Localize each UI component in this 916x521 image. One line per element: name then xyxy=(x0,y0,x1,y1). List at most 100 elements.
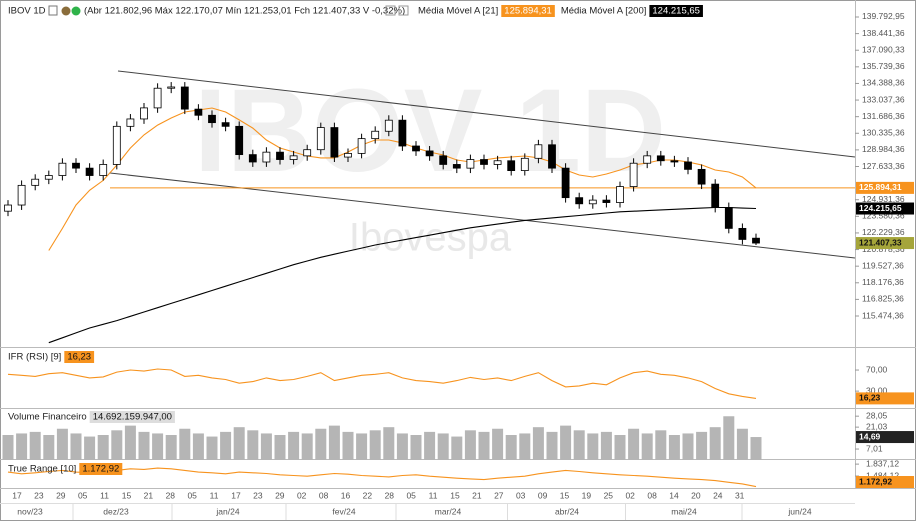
watermark: IBOV 1D xyxy=(194,65,666,197)
panel-title: Volume Financeiro xyxy=(8,412,87,423)
x-tick-label: 05 xyxy=(78,490,88,500)
volume-bar xyxy=(519,433,531,460)
volume-bar xyxy=(165,435,177,460)
volume-bar xyxy=(84,436,96,460)
volume-bar xyxy=(43,435,55,460)
candle-body xyxy=(58,162,67,176)
x-tick-label: 08 xyxy=(319,490,329,500)
candle-body xyxy=(616,186,624,203)
icon[interactable] xyxy=(385,5,396,16)
volume-bar xyxy=(396,433,408,460)
volume-bar xyxy=(288,431,300,460)
y-tick-label: 7,01 xyxy=(866,443,883,453)
candle-body xyxy=(4,204,12,212)
volume-bar xyxy=(464,430,476,460)
legend-label: Média Móvel A [200] xyxy=(561,6,647,17)
value-label: 124.215,65 xyxy=(859,203,902,213)
last-price-label: 121.407,33 xyxy=(859,237,902,247)
candle-body xyxy=(711,183,720,208)
volume-bar xyxy=(342,431,354,460)
volume-bar xyxy=(682,433,694,460)
legend-value: 124.215,65 xyxy=(652,6,700,17)
legend-label: Média Móvel A [21] xyxy=(418,6,498,17)
icon[interactable] xyxy=(48,5,58,16)
y-tick-label: 138.441,36 xyxy=(862,28,905,38)
value-label-box xyxy=(856,202,914,215)
x-tick-label: 16 xyxy=(341,490,351,500)
volume-bar xyxy=(424,431,436,460)
x-tick-label: 02 xyxy=(297,490,307,500)
candle-body xyxy=(167,86,176,89)
candle-body xyxy=(670,160,679,163)
panel-title: IFR (RSI) [9] xyxy=(8,352,61,363)
y-tick-label: 134.388,36 xyxy=(862,78,905,88)
value-label-box xyxy=(856,392,914,405)
x-tick-label: 05 xyxy=(406,490,416,500)
x-tick-label: 17 xyxy=(231,490,241,500)
y-tick-label: 127.633,36 xyxy=(862,161,905,171)
candle-body xyxy=(344,152,352,158)
legend-value-box xyxy=(649,5,703,17)
volume-bar xyxy=(505,435,517,460)
y-tick-label: 1.484,12 xyxy=(866,470,899,480)
y-tick-label: 21,03 xyxy=(866,421,888,431)
last-price-box xyxy=(856,237,914,250)
volume-bar xyxy=(723,416,735,460)
y-tick-label: 122.229,36 xyxy=(862,227,905,237)
volume-bar xyxy=(410,435,422,460)
month-label: abr/24 xyxy=(555,506,579,516)
volume-bar xyxy=(97,435,109,460)
candle-body xyxy=(466,159,475,169)
volume-bar xyxy=(260,433,272,460)
candle-body xyxy=(330,127,339,158)
candle-body xyxy=(180,86,189,110)
y-tick-label: 137.090,33 xyxy=(862,44,905,54)
candle-body xyxy=(575,197,584,205)
volume-bar xyxy=(696,431,708,460)
value-label-box xyxy=(856,476,914,488)
candle-body xyxy=(289,155,298,160)
candle-body xyxy=(493,160,502,165)
value-label-box xyxy=(856,431,914,444)
volume-bar xyxy=(56,428,68,460)
chart-title: IBOV 1D xyxy=(8,6,46,17)
panel-header-value-box xyxy=(89,411,175,423)
candle-body xyxy=(72,162,80,169)
value-label: 16,23 xyxy=(859,393,881,403)
volume-bar xyxy=(152,433,164,460)
x-tick-label: 28 xyxy=(166,490,176,500)
x-tick-label: 02 xyxy=(625,490,635,500)
volume-bar xyxy=(247,430,259,460)
x-tick-label: 22 xyxy=(363,490,373,500)
candle-body xyxy=(534,144,543,159)
candle-body xyxy=(752,237,760,244)
volume-bar xyxy=(2,435,14,460)
panel-header-value-box xyxy=(64,351,95,363)
icon[interactable] xyxy=(61,6,71,16)
y-tick-label: 128.984,36 xyxy=(862,144,905,154)
volume-bar xyxy=(70,433,82,460)
x-tick-label: 20 xyxy=(691,490,701,500)
x-tick-label: 21 xyxy=(472,490,482,500)
y-tick-label: 1.837,12 xyxy=(866,458,899,468)
candle-body xyxy=(276,151,284,160)
x-tick-label: 19 xyxy=(582,490,592,500)
y-tick-label: 28,05 xyxy=(866,410,888,420)
legend-value: 125.894,31 xyxy=(504,6,552,17)
candle-body xyxy=(371,130,380,140)
volume-bar xyxy=(315,428,327,460)
volume-bar xyxy=(179,428,191,460)
candle-body xyxy=(412,145,420,152)
x-tick-label: 08 xyxy=(647,490,657,500)
candle-body xyxy=(303,149,312,157)
x-tick-label: 11 xyxy=(429,490,438,500)
volume-bar xyxy=(492,428,504,460)
icon[interactable] xyxy=(71,6,81,16)
volume-bar xyxy=(233,427,245,460)
trend-line xyxy=(117,70,856,158)
volume-bar xyxy=(560,425,572,460)
value-label: 1.172,92 xyxy=(859,476,892,486)
volume-bar xyxy=(709,427,721,460)
icon[interactable] xyxy=(398,5,409,16)
